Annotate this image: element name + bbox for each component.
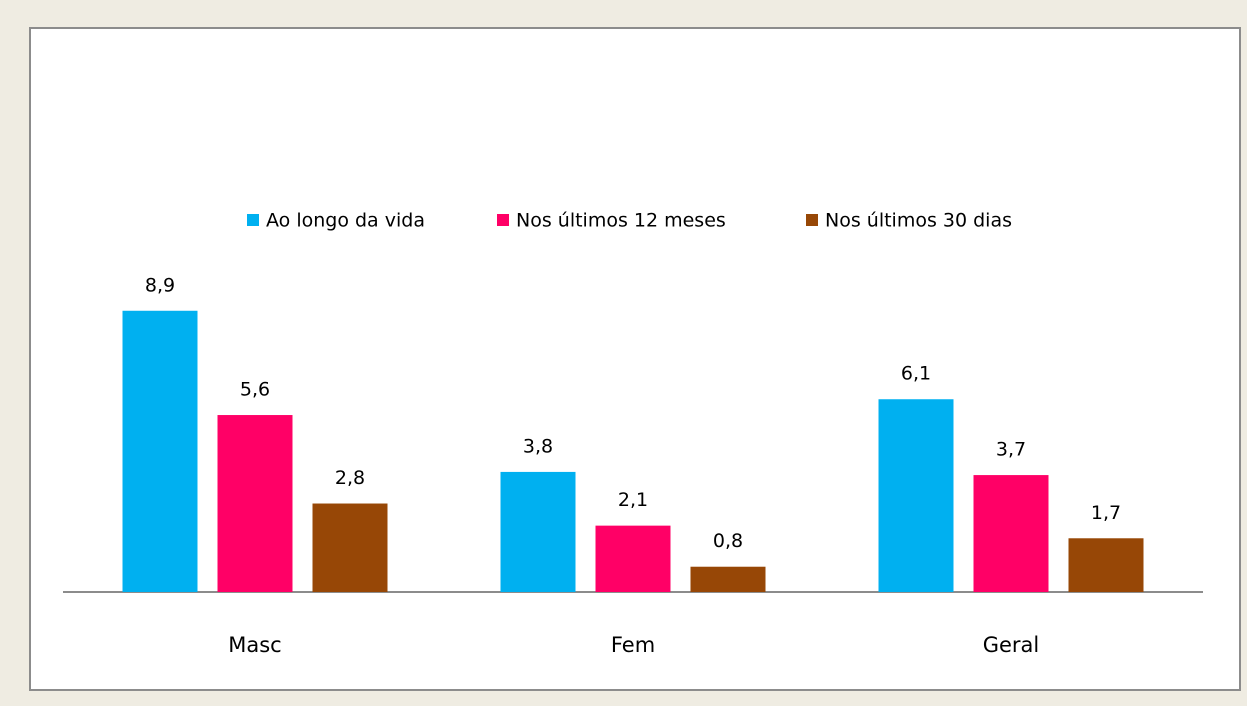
legend-label: Nos últimos 30 dias [825, 210, 1012, 232]
x-tick-label: Geral [983, 633, 1040, 657]
data-label: 6,1 [901, 363, 931, 385]
x-tick-label: Masc [228, 633, 281, 657]
bar [595, 525, 671, 592]
bar [312, 503, 388, 592]
bar [217, 415, 293, 592]
data-label: 2,8 [335, 467, 365, 489]
legend-label: Nos últimos 12 meses [516, 210, 726, 232]
legend-swatch [806, 214, 818, 226]
data-label: 3,8 [523, 435, 553, 457]
bar [500, 471, 576, 592]
bar [973, 475, 1049, 592]
data-label: 3,7 [996, 439, 1026, 461]
legend-swatch [497, 214, 509, 226]
bar [1068, 538, 1144, 592]
legend-label: Ao longo da vida [266, 210, 425, 232]
bar [122, 310, 198, 592]
bar [690, 566, 766, 592]
x-tick-label: Fem [611, 633, 655, 657]
data-label: 5,6 [240, 379, 270, 401]
data-label: 8,9 [145, 274, 175, 296]
data-label: 2,1 [618, 489, 648, 511]
data-label: 0,8 [713, 530, 743, 552]
bar [878, 399, 954, 592]
legend-swatch [247, 214, 259, 226]
data-label: 1,7 [1091, 502, 1121, 524]
